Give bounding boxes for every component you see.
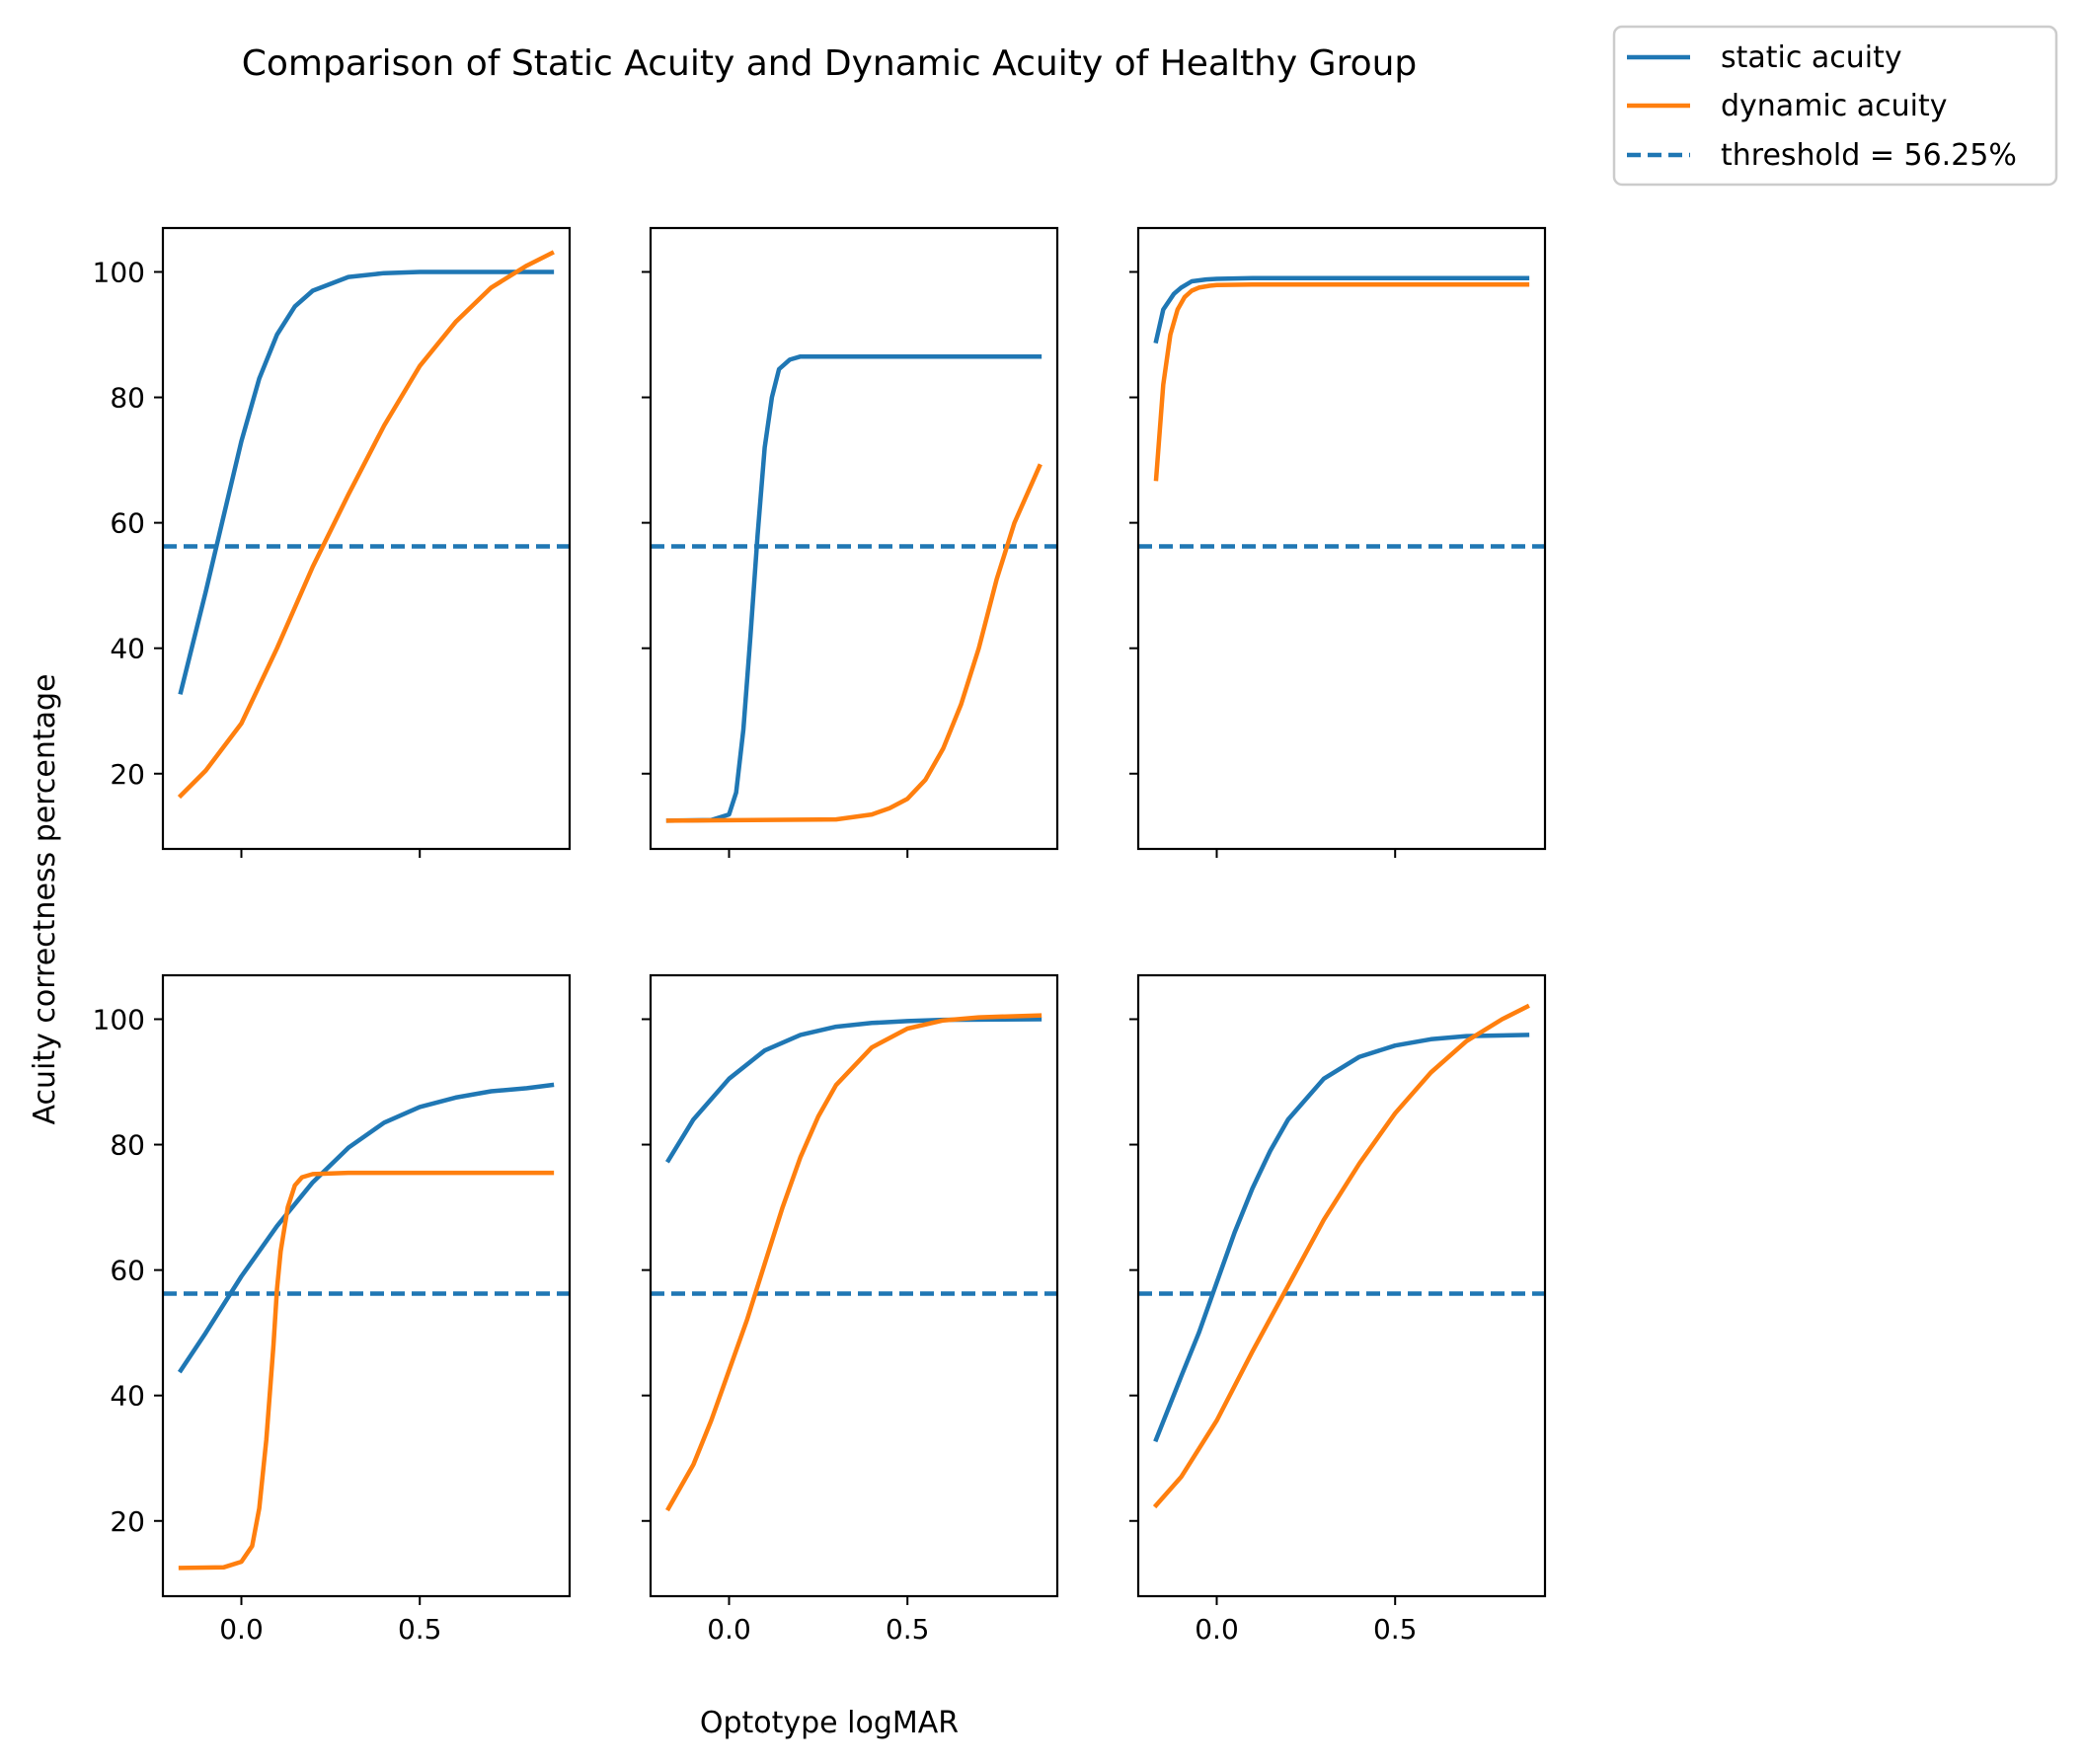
x-tick-label: 0.0 <box>219 1613 264 1646</box>
static-acuity-line <box>665 1017 1042 1164</box>
subplot-frame <box>161 226 572 851</box>
y-axis-label: Acuity correctness percentage <box>28 674 62 1125</box>
y-tick-label: 60 <box>110 1255 145 1287</box>
x-tick-label: 0.0 <box>707 1613 751 1646</box>
x-tick-label: 0.0 <box>1195 1613 1239 1646</box>
y-tick-label: 20 <box>110 1505 145 1538</box>
static-acuity-line <box>177 1082 555 1374</box>
legend-label-static: static acuity <box>1721 40 1902 75</box>
subplot-frame <box>649 226 1059 851</box>
y-tick-label: 80 <box>110 1129 145 1162</box>
x-tick-label: 0.5 <box>886 1613 930 1646</box>
dynamic-acuity-line <box>177 250 555 800</box>
y-tick-label: 20 <box>110 758 145 791</box>
dynamic-acuity-line <box>178 1170 555 1571</box>
subplot-3 <box>1129 226 1547 858</box>
y-tick-label: 40 <box>110 633 145 665</box>
x-axis-label: Optotype logMAR <box>700 1706 959 1740</box>
y-tick-label: 60 <box>110 507 145 540</box>
legend-entry-static: static acuity <box>1627 40 1902 75</box>
y-tick-label: 100 <box>93 1003 145 1035</box>
x-tick-label: 0.5 <box>398 1613 442 1646</box>
legend: static acuity dynamic acuity threshold =… <box>1612 25 2058 187</box>
subplot-4: 20 40 60 80 100 0.0 0.5 <box>93 973 572 1646</box>
legend-label-threshold: threshold = 56.25% <box>1721 138 2017 173</box>
subplot-6: 0.0 0.5 <box>1129 973 1547 1646</box>
figure-title: Comparison of Static Acuity and Dynamic … <box>242 43 1418 84</box>
y-tick-label: 100 <box>93 256 145 288</box>
subplot-1: 20 40 60 80 100 <box>93 226 572 858</box>
subplot-frame <box>1136 226 1547 851</box>
subplot-2 <box>642 226 1059 858</box>
subplot-grid: 20 40 60 80 100 20 40 60 80 100 0.0 0.5 0.0 0.5 0.0 0.5 <box>93 226 1547 1646</box>
subplot-5: 0.0 0.5 <box>642 973 1059 1646</box>
static-acuity-line <box>1153 275 1530 345</box>
x-tick-label: 0.5 <box>1373 1613 1418 1646</box>
static-acuity-line <box>178 269 555 695</box>
dynamic-acuity-line <box>1152 1003 1530 1509</box>
y-tick-label: 40 <box>110 1380 145 1413</box>
static-acuity-line <box>665 353 1042 823</box>
dynamic-acuity-line <box>665 463 1042 823</box>
legend-label-dynamic: dynamic acuity <box>1721 89 1948 123</box>
dynamic-acuity-line <box>1153 281 1530 482</box>
subplot-frame <box>1136 973 1547 1598</box>
legend-entry-threshold: threshold = 56.25% <box>1627 138 2017 173</box>
legend-frame <box>1612 25 2058 187</box>
subplot-frame <box>161 973 572 1598</box>
subplot-frame <box>649 973 1059 1598</box>
dynamic-acuity-line <box>665 1013 1042 1512</box>
static-acuity-line <box>1153 1033 1530 1443</box>
legend-entry-dynamic: dynamic acuity <box>1627 89 1948 123</box>
y-tick-label: 80 <box>110 382 145 415</box>
